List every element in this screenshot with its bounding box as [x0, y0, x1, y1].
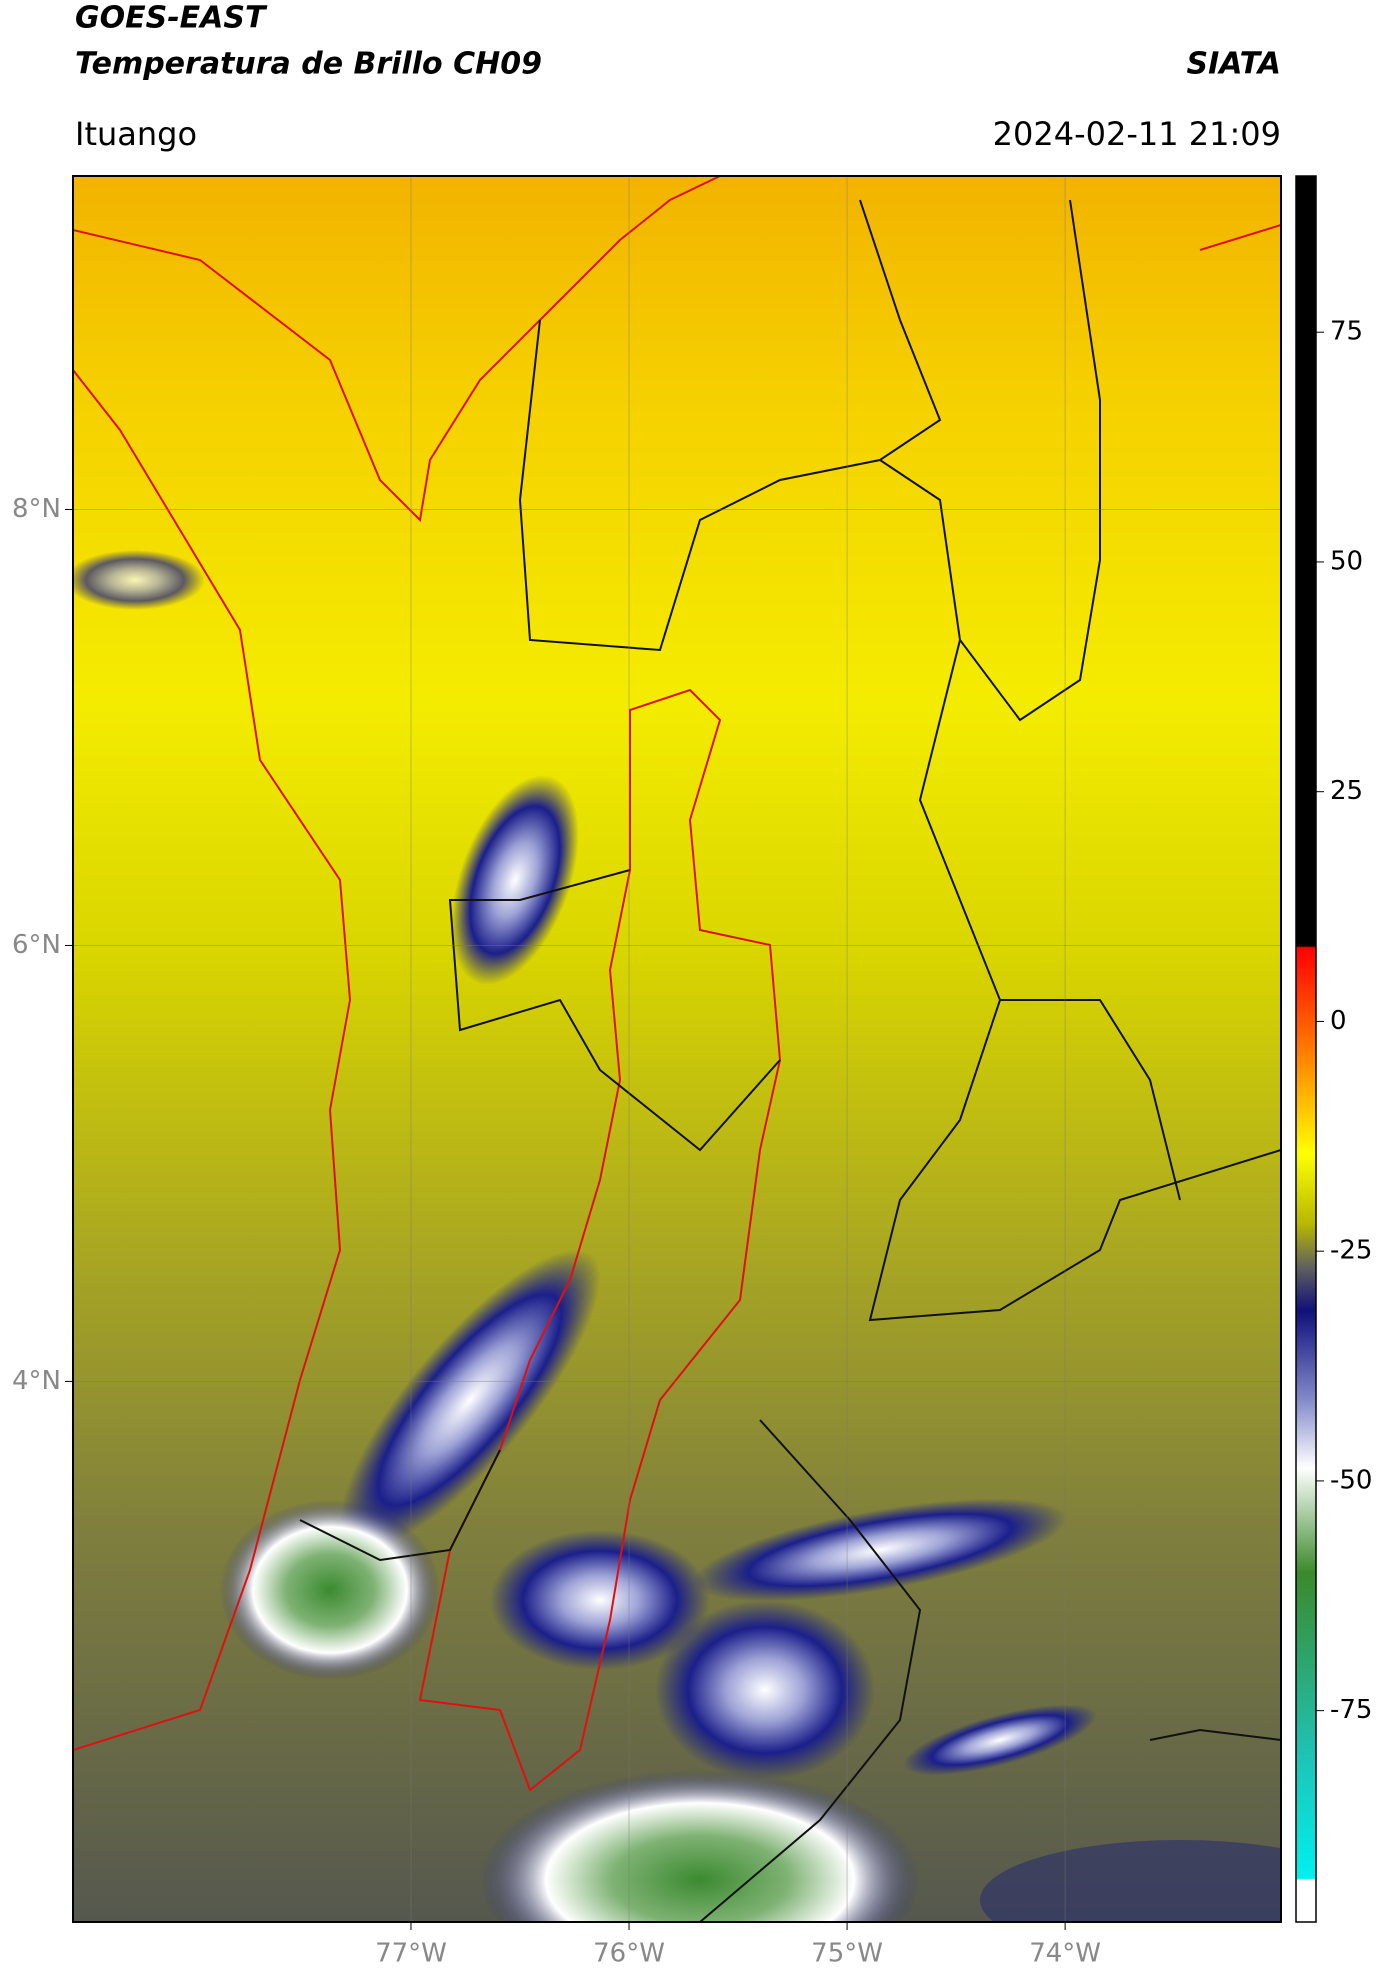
y-tick-label: 6°N	[12, 930, 61, 960]
subtitle: Temperatura de Brillo CH09	[75, 47, 542, 82]
cloud	[692, 1498, 1068, 1602]
cloud	[903, 1704, 1097, 1776]
department-border	[418, 688, 782, 1792]
cloud	[73, 550, 205, 610]
title: GOES-EAST	[75, 1, 268, 36]
cloud	[220, 1500, 440, 1680]
cloud	[339, 1249, 601, 1551]
y-tick-label: 8°N	[12, 494, 61, 524]
colorbar-tick-label: -25	[1330, 1236, 1372, 1266]
colorbar-tick-label: 75	[1330, 317, 1363, 347]
admin-border	[299, 199, 1281, 1922]
cloud	[480, 1770, 920, 1922]
x-tick-label: 74°W	[1029, 1939, 1101, 1969]
colorbar-tick-label: -50	[1330, 1465, 1372, 1495]
map-frame	[72, 175, 1282, 1923]
location: Ituango	[75, 115, 197, 153]
map-imagery	[73, 176, 1281, 1922]
colorbar-tick-label: 25	[1330, 776, 1363, 806]
x-tick-label: 76°W	[593, 1939, 665, 1969]
x-tick-label: 77°W	[375, 1939, 447, 1969]
coastline	[73, 176, 1281, 1751]
colorbar	[1295, 175, 1317, 1923]
cloud	[980, 1840, 1281, 1922]
y-tick-label: 4°N	[12, 1366, 61, 1396]
colorbar-tick-label: -75	[1330, 1695, 1372, 1725]
graticule: 77°W 76°W 75°W 74°W 4°N 6°N 8°N	[12, 176, 1281, 1969]
cloud	[451, 774, 579, 986]
x-tick-label: 75°W	[811, 1939, 883, 1969]
cloud	[655, 1600, 875, 1780]
colorbar-tick-label: 0	[1330, 1006, 1347, 1036]
agency: SIATA	[1187, 47, 1281, 82]
colorbar-ticks: -75 -50 -25 0 25 50 75	[1316, 317, 1372, 1725]
cloud	[490, 1530, 710, 1670]
colorbar-tick-label: 50	[1330, 546, 1363, 576]
datetime: 2024-02-11 21:09	[993, 115, 1281, 153]
